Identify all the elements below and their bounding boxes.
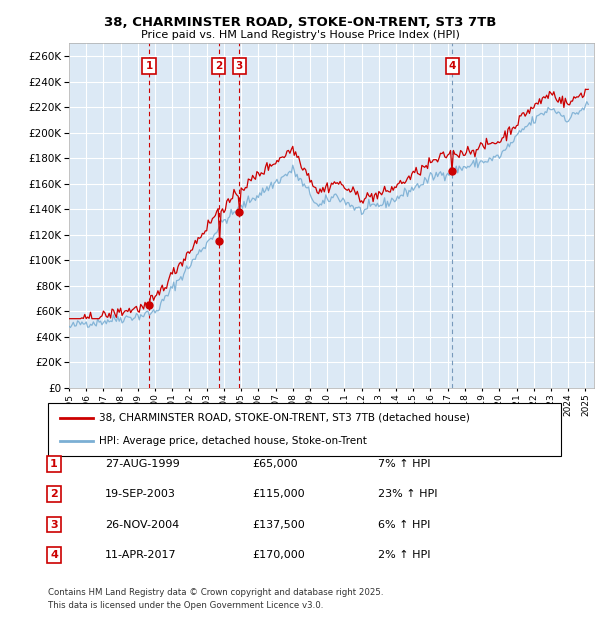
Text: 2: 2 [50, 489, 58, 499]
Text: 38, CHARMINSTER ROAD, STOKE-ON-TRENT, ST3 7TB: 38, CHARMINSTER ROAD, STOKE-ON-TRENT, ST… [104, 16, 496, 29]
Text: 27-AUG-1999: 27-AUG-1999 [105, 459, 180, 469]
Text: 38, CHARMINSTER ROAD, STOKE-ON-TRENT, ST3 7TB (detached house): 38, CHARMINSTER ROAD, STOKE-ON-TRENT, ST… [99, 413, 470, 423]
Text: 11-APR-2017: 11-APR-2017 [105, 550, 176, 560]
Text: 1: 1 [145, 61, 152, 71]
Text: 2: 2 [215, 61, 223, 71]
Text: This data is licensed under the Open Government Licence v3.0.: This data is licensed under the Open Gov… [48, 601, 323, 611]
Text: 2% ↑ HPI: 2% ↑ HPI [378, 550, 431, 560]
Text: 19-SEP-2003: 19-SEP-2003 [105, 489, 176, 499]
Text: 3: 3 [50, 520, 58, 529]
Text: Contains HM Land Registry data © Crown copyright and database right 2025.: Contains HM Land Registry data © Crown c… [48, 588, 383, 597]
Text: 1: 1 [50, 459, 58, 469]
Text: £65,000: £65,000 [252, 459, 298, 469]
Text: 3: 3 [236, 61, 243, 71]
Text: 7% ↑ HPI: 7% ↑ HPI [378, 459, 431, 469]
Text: £170,000: £170,000 [252, 550, 305, 560]
Text: 26-NOV-2004: 26-NOV-2004 [105, 520, 179, 529]
Text: 23% ↑ HPI: 23% ↑ HPI [378, 489, 437, 499]
Text: £137,500: £137,500 [252, 520, 305, 529]
Text: 6% ↑ HPI: 6% ↑ HPI [378, 520, 430, 529]
Text: Price paid vs. HM Land Registry's House Price Index (HPI): Price paid vs. HM Land Registry's House … [140, 30, 460, 40]
Text: 4: 4 [50, 550, 58, 560]
Text: £115,000: £115,000 [252, 489, 305, 499]
Text: HPI: Average price, detached house, Stoke-on-Trent: HPI: Average price, detached house, Stok… [99, 436, 367, 446]
Text: 4: 4 [449, 61, 456, 71]
